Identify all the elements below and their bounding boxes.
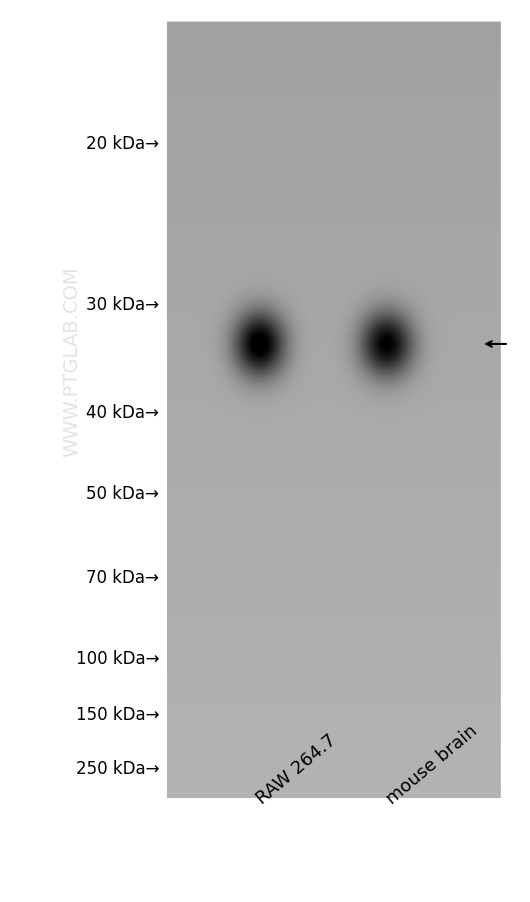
Text: 150 kDa→: 150 kDa→ xyxy=(75,705,159,723)
Text: 20 kDa→: 20 kDa→ xyxy=(86,135,159,153)
Text: mouse brain: mouse brain xyxy=(383,721,481,807)
Text: 50 kDa→: 50 kDa→ xyxy=(86,484,159,502)
Text: 30 kDa→: 30 kDa→ xyxy=(86,296,159,314)
Text: RAW 264.7: RAW 264.7 xyxy=(253,731,340,807)
Text: 100 kDa→: 100 kDa→ xyxy=(75,649,159,667)
Text: 40 kDa→: 40 kDa→ xyxy=(86,403,159,421)
Text: 250 kDa→: 250 kDa→ xyxy=(75,759,159,778)
Text: 70 kDa→: 70 kDa→ xyxy=(86,568,159,586)
Text: WWW.PTGLAB.COM: WWW.PTGLAB.COM xyxy=(62,265,81,456)
